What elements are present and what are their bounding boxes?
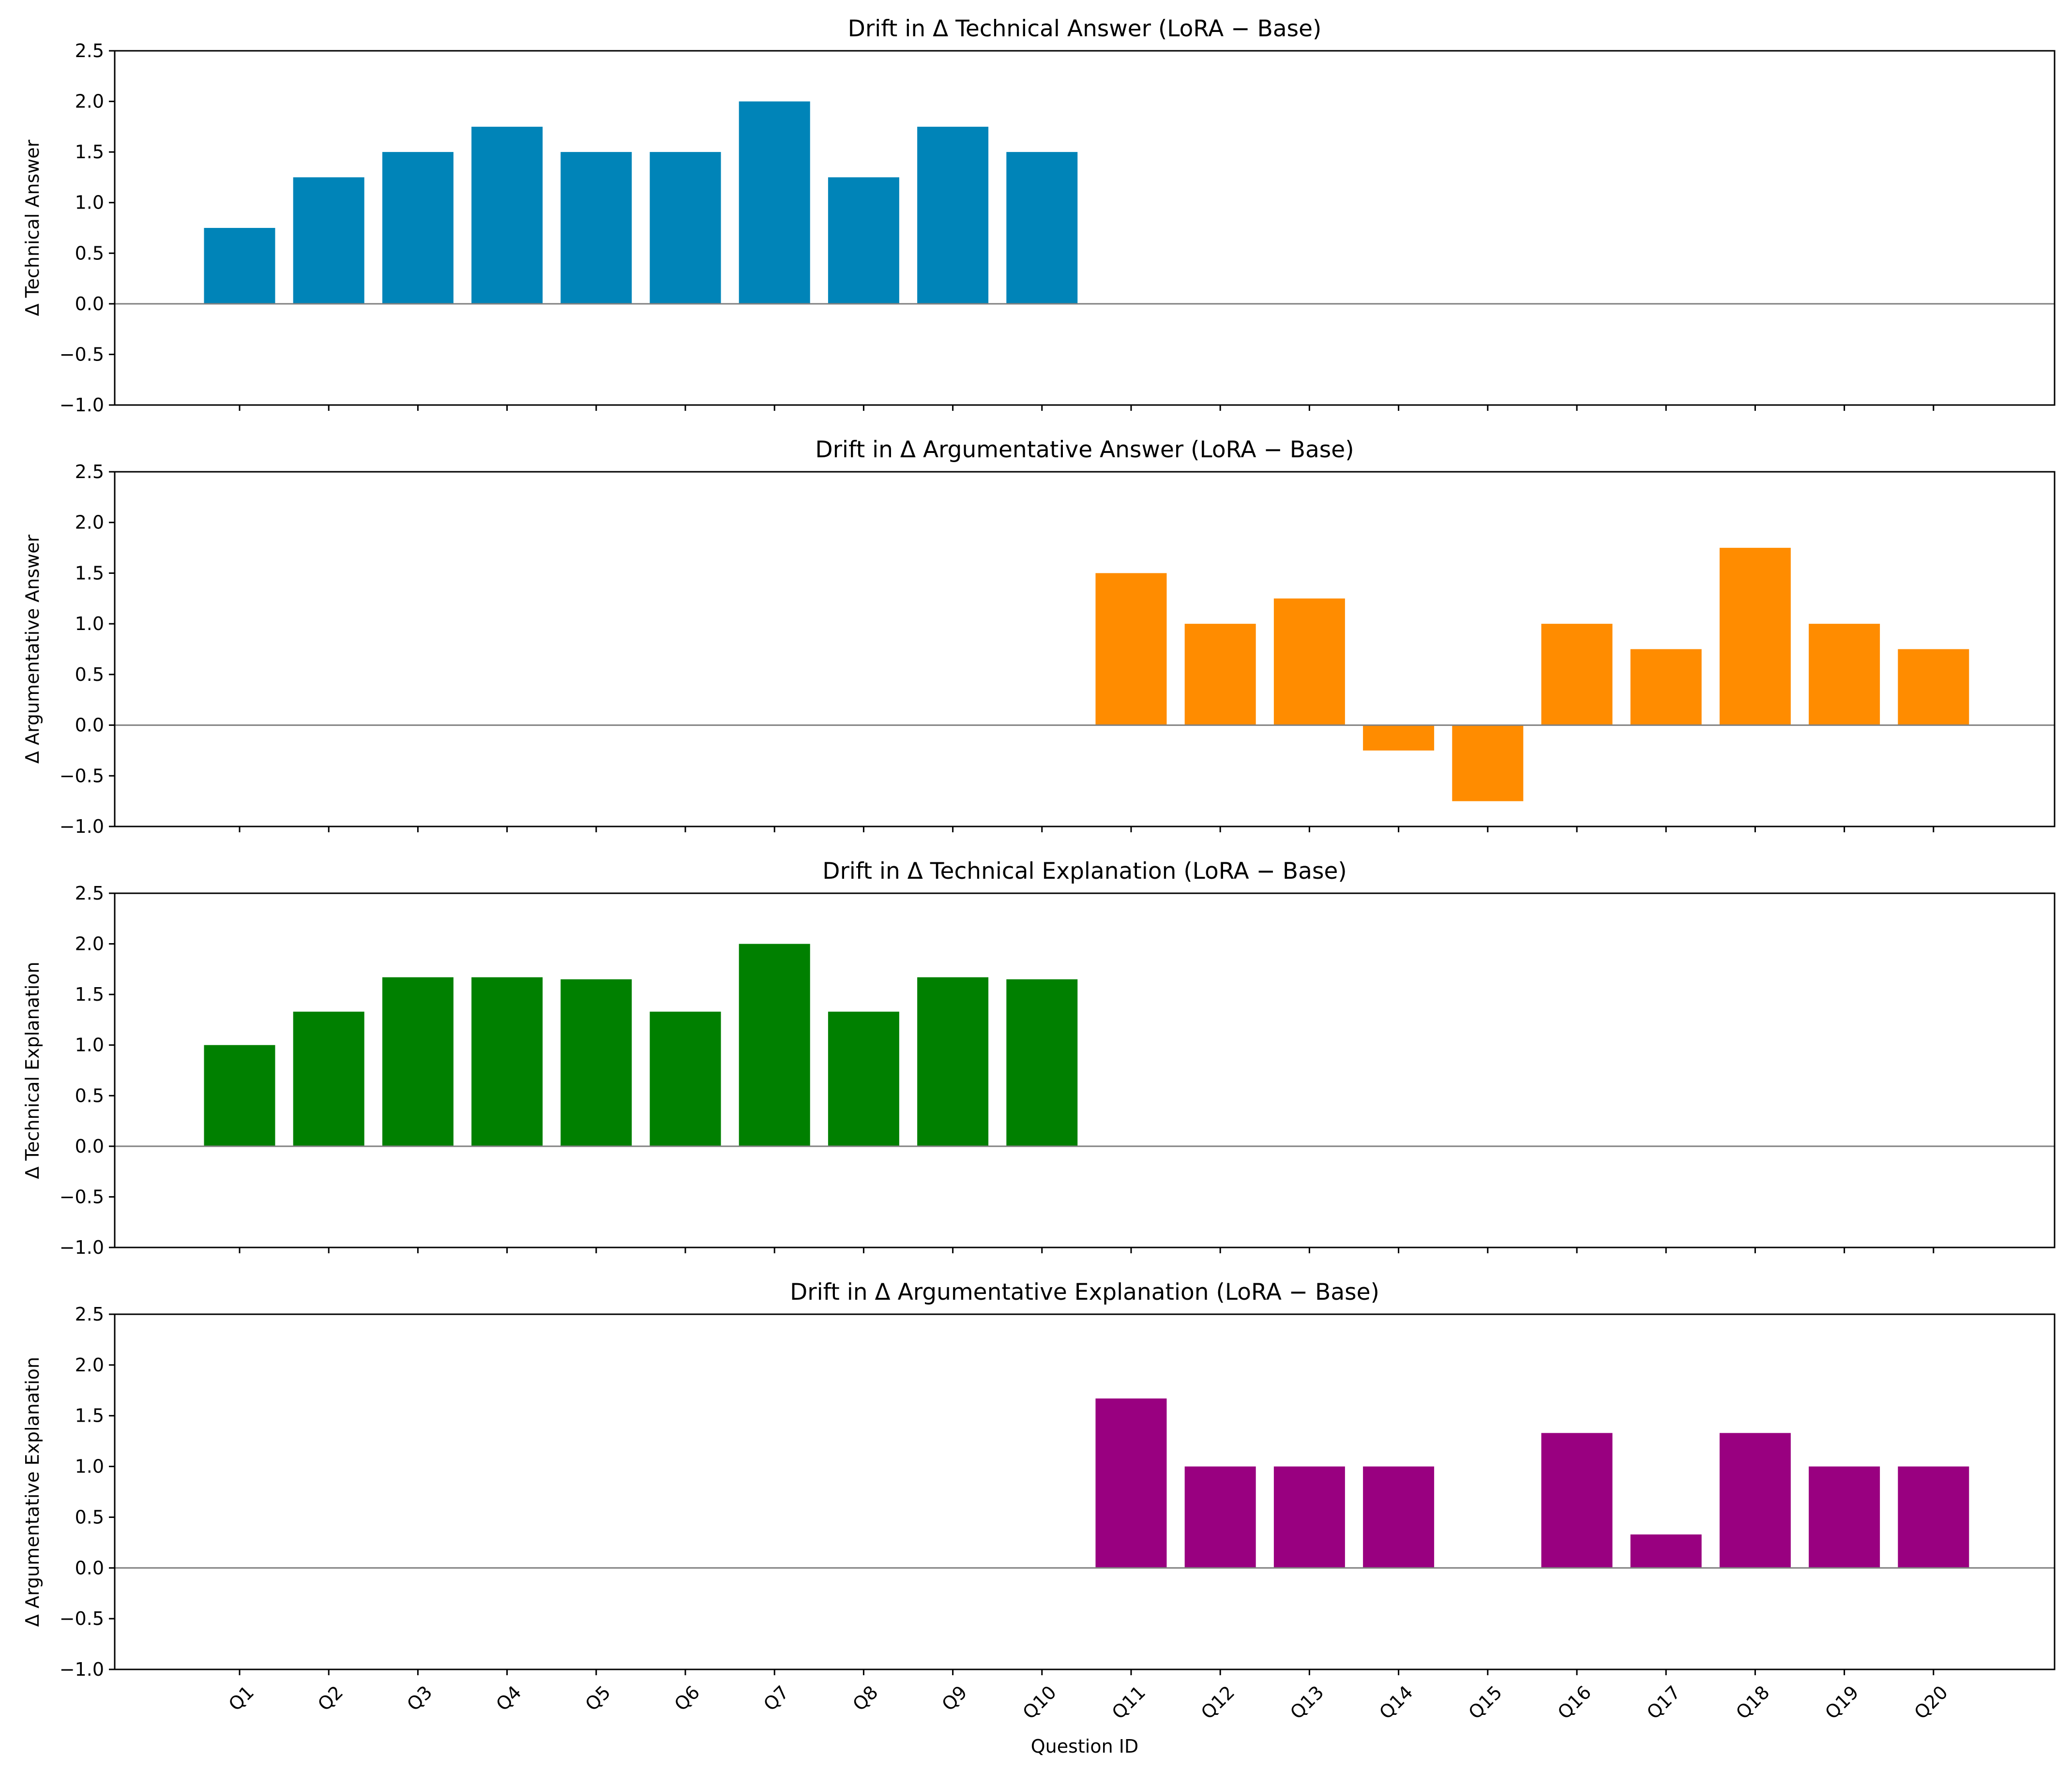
bar-q6 [650, 152, 721, 304]
bar-q20 [1898, 649, 1969, 725]
y-tick-label: −0.5 [60, 765, 104, 786]
bar-q5 [560, 979, 632, 1146]
bar-q3 [382, 152, 454, 304]
bar-q1 [204, 228, 275, 304]
y-tick-label: 1.5 [75, 1405, 104, 1427]
y-tick-label: 2.5 [75, 1304, 104, 1325]
bar-q6 [650, 1011, 721, 1146]
bar-q18 [1719, 548, 1791, 725]
y-tick-label: −1.0 [60, 816, 104, 837]
plot-frame [114, 471, 2056, 827]
y-axis-label: Δ Argumentative Explanation [22, 1357, 43, 1627]
bar-q17 [1630, 1534, 1702, 1568]
y-tick-label: −0.5 [60, 344, 104, 365]
y-axis-label: Δ Argumentative Answer [22, 535, 43, 764]
plot-frame [114, 892, 2056, 1248]
subplot-4: −1.0−0.50.00.51.01.52.02.5Q1 Q2 Q3 Q4 Q5 Q6 Q7… [22, 1279, 2056, 1757]
chart-title: Drift in Δ Technical Explanation (LoRA −… [822, 858, 1346, 885]
y-tick-label: 1.0 [75, 613, 104, 634]
bar-q9 [917, 977, 989, 1146]
bar-q7 [739, 944, 810, 1146]
subplot-2: −1.0 −0.5 0.0 0.5 1.0 1.5 2.0 2.5 Drift in Δ Arg… [22, 436, 2056, 837]
y-tick-label: −0.5 [60, 1608, 104, 1629]
y-tick-label: −0.5 [60, 1186, 104, 1207]
bar-q1 [204, 1045, 275, 1146]
bar-q11 [1095, 573, 1167, 725]
y-tick-label: 0.5 [75, 1085, 104, 1106]
plot-frame [114, 50, 2056, 406]
subplot-1: −1.0 −0.5 0.0 0.5 1.0 1.5 2.0 2.5 Drift in Δ Tec… [22, 15, 2056, 416]
bar-q4 [471, 977, 543, 1146]
bar-q16 [1541, 1433, 1613, 1568]
bar-q19 [1809, 1466, 1880, 1568]
y-tick-label: 1.0 [75, 1456, 104, 1477]
y-tick-label: −1.0 [60, 394, 104, 416]
y-tick-label: 0.5 [75, 242, 104, 264]
bar-q15 [1452, 725, 1524, 801]
y-tick-label: 0.5 [75, 664, 104, 685]
y-tick-label: 0.0 [75, 1557, 104, 1578]
y-tick-label: 2.5 [75, 461, 104, 482]
y-tick-label: 2.0 [75, 1354, 104, 1376]
y-tick-label: 2.5 [75, 40, 104, 61]
bar-q12 [1184, 1466, 1256, 1568]
bar-q16 [1541, 624, 1613, 725]
y-tick-label: 1.5 [75, 562, 104, 584]
y-axis-label: Δ Technical Explanation [22, 961, 43, 1179]
bar-q14 [1363, 725, 1435, 751]
bar-q11 [1095, 1398, 1167, 1568]
bar-q13 [1273, 598, 1345, 725]
bar-q14 [1363, 1466, 1435, 1568]
y-axis-label: Δ Technical Answer [22, 139, 43, 316]
chart-title: Drift in Δ Argumentative Explanation (Lo… [790, 1279, 1379, 1306]
y-tick-label: 0.0 [75, 293, 104, 315]
bar-q8 [828, 177, 899, 304]
bar-q20 [1898, 1466, 1969, 1568]
y-tick-label: −1.0 [60, 1237, 104, 1258]
y-tick-label: 2.0 [75, 512, 104, 533]
y-tick-label: −1.0 [60, 1659, 104, 1680]
bar-q4 [471, 126, 543, 304]
bar-q12 [1184, 624, 1256, 725]
bar-q10 [1006, 979, 1078, 1146]
bar-q8 [828, 1011, 899, 1146]
chart-title: Drift in Δ Argumentative Answer (LoRA − … [815, 436, 1354, 463]
chart-title: Drift in Δ Technical Answer (LoRA − Base… [848, 15, 1322, 42]
x-axis-label: Question ID [1031, 1736, 1139, 1757]
bar-q9 [917, 126, 989, 304]
bar-q2 [293, 1011, 364, 1146]
bar-q5 [560, 152, 632, 304]
y-tick-label: 2.0 [75, 933, 104, 955]
bar-q17 [1630, 649, 1702, 725]
y-tick-label: 2.5 [75, 883, 104, 904]
y-tick-label: 2.0 [75, 91, 104, 112]
y-tick-label: 0.0 [75, 715, 104, 736]
bar-q19 [1809, 624, 1880, 725]
plot-frame [114, 1313, 2056, 1670]
bar-q3 [382, 977, 454, 1146]
y-tick-label: 1.0 [75, 1035, 104, 1056]
bar-q2 [293, 177, 364, 304]
y-tick-label: 1.5 [75, 984, 104, 1005]
y-tick-label: 0.0 [75, 1136, 104, 1157]
bar-q7 [739, 101, 810, 304]
y-tick-label: 1.0 [75, 192, 104, 213]
y-tick-label: 1.5 [75, 141, 104, 163]
bar-q18 [1719, 1433, 1791, 1568]
subplot-3: −1.0 −0.5 0.0 0.5 1.0 1.5 2.0 2.5 Drift in Δ Tec… [22, 858, 2056, 1258]
bar-q10 [1006, 152, 1078, 304]
bar-q13 [1273, 1466, 1345, 1568]
y-tick-label: 0.5 [75, 1506, 104, 1528]
